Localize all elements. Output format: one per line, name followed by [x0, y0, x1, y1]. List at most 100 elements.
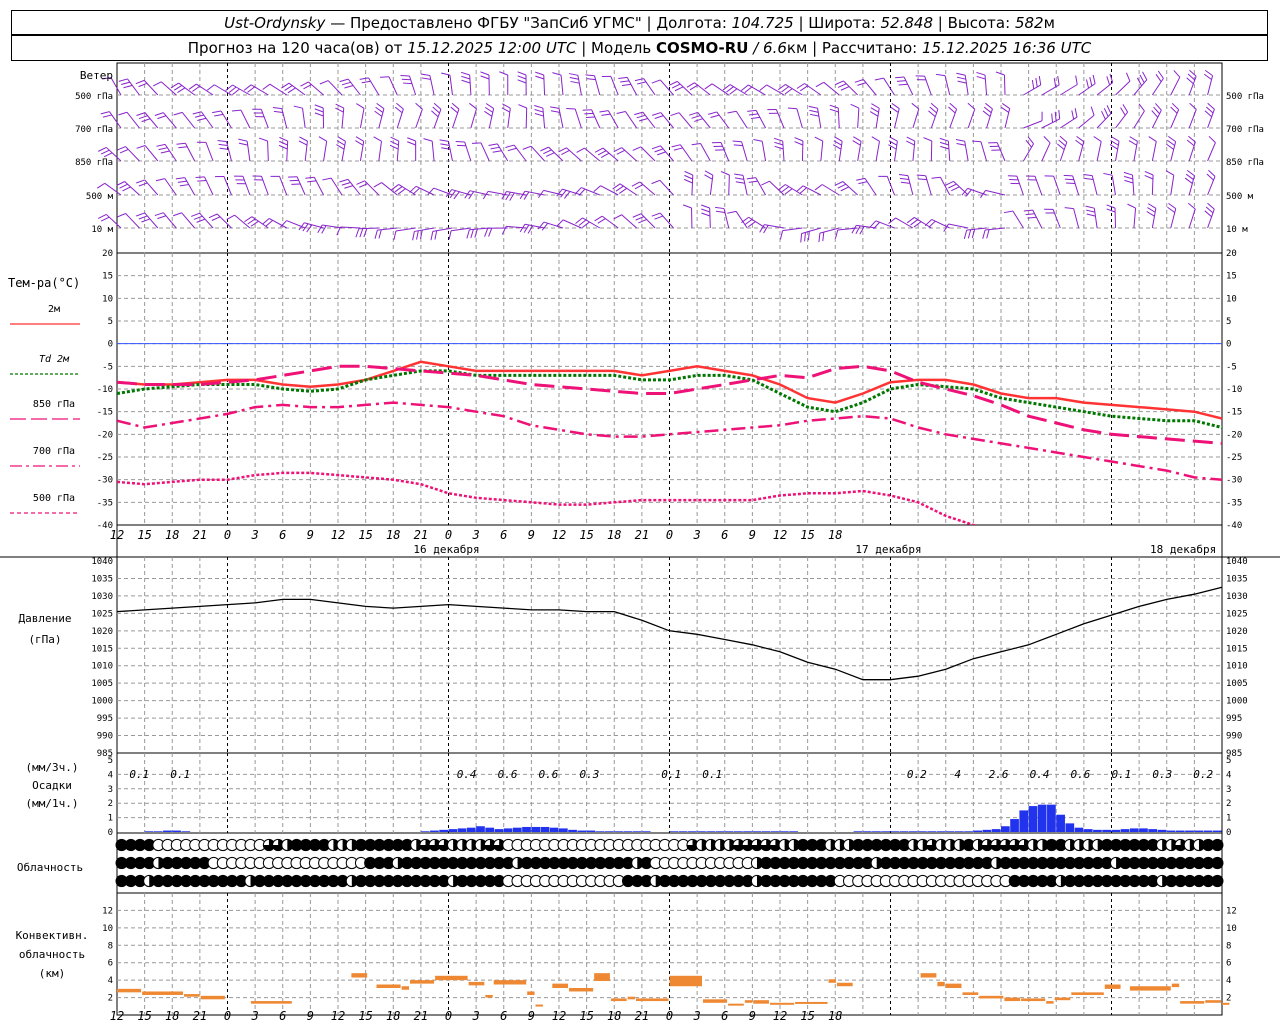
hour-tick-label: 0: [224, 528, 231, 542]
wind-barb-flag: [856, 177, 866, 181]
pressure-axis-tick-left: 1000: [91, 697, 113, 707]
hour-tick-label: 12: [110, 528, 124, 542]
wind-barb: [890, 103, 900, 129]
wind-barb: [795, 185, 822, 196]
conv-cloud-bar: [1222, 1002, 1230, 1005]
wind-barb: [217, 140, 232, 162]
wind-barb-flag: [116, 181, 125, 186]
precip-bar: [1194, 830, 1204, 832]
pressure-axis-tick-left: 1020: [91, 627, 113, 637]
wind-barb-flag: [219, 147, 229, 150]
wind-barb-shaft: [821, 184, 840, 196]
wind-barb-flag: [441, 147, 451, 150]
wind-barb-flag: [1106, 76, 1111, 86]
conv-cloud-bar: [200, 995, 225, 1000]
wind-barb-flag: [822, 232, 825, 242]
wind-barb-flag: [906, 140, 915, 146]
precip-bar: [973, 830, 983, 832]
wind-barb: [651, 179, 674, 196]
wind-barb-flag: [982, 110, 991, 117]
hour-tick-label-bottom: 6: [279, 1009, 286, 1023]
wind-barb-shaft: [1078, 114, 1095, 129]
pressure-axis-tick-left: 1030: [91, 592, 113, 602]
wind-barb: [455, 141, 472, 162]
pressure-axis-tick-left: 1035: [91, 574, 113, 584]
wind-barb-flag: [898, 174, 909, 177]
conv-cloud-bar: [702, 999, 728, 1003]
wind-barb-flag: [891, 103, 900, 109]
wind-barb-flag: [576, 147, 585, 153]
wind-barb: [355, 136, 365, 162]
wind-barb-shaft: [591, 109, 601, 129]
wind-barb-flag: [1187, 202, 1196, 210]
wind-barb-flag: [1109, 144, 1118, 150]
wind-barb-shaft: [894, 108, 900, 129]
precip-bar: [1212, 830, 1222, 832]
wind-barb-flag: [170, 82, 179, 89]
wind-barb-flag: [141, 218, 151, 223]
wind-barb-shaft: [110, 77, 122, 96]
temp-axis-tick-left: 10: [102, 294, 113, 304]
wind-barb-flag: [98, 146, 107, 152]
wind-barb-flag: [393, 230, 397, 240]
wind-barb: [270, 175, 288, 196]
wind-barb-shaft: [470, 108, 477, 129]
hour-tick-label: 9: [528, 528, 535, 542]
wind-barb: [1151, 70, 1164, 96]
wind-barb-flag: [445, 189, 453, 198]
wind-barb-shaft: [381, 182, 398, 196]
wind-barb: [1204, 202, 1215, 229]
wind-barb-flag: [394, 106, 403, 114]
wind-barb-flag: [177, 87, 186, 94]
wind-barb-flag: [100, 111, 110, 115]
wind-barb-shaft: [678, 112, 693, 129]
wind-barb: [727, 110, 748, 129]
wind-barb: [298, 136, 308, 162]
wind-barb-flag: [600, 152, 610, 158]
wind-barb-shaft: [558, 108, 564, 129]
wind-barb: [471, 142, 490, 162]
wind-barb: [1023, 111, 1043, 129]
conv-axis-tick-left: 12: [102, 906, 113, 916]
wind-barb-flag: [298, 222, 305, 231]
wind-barb: [613, 147, 638, 162]
wind-barb-shaft: [1207, 109, 1215, 129]
precip-bar: [503, 828, 513, 832]
pressure-axis-tick-right: 1035: [1226, 574, 1248, 584]
wind-barb: [208, 213, 232, 229]
wind-barb-flag: [1001, 103, 1010, 109]
wind-barb-flag: [321, 225, 327, 234]
hour-tick-label: 6: [279, 528, 286, 542]
wind-barb-flag: [704, 83, 713, 90]
wind-barb-shaft: [1188, 208, 1196, 229]
wind-barb-flag: [1208, 135, 1216, 143]
pressure-axis-tick-right: 1020: [1226, 627, 1248, 637]
wind-barb: [1025, 175, 1043, 196]
wind-barb-shaft: [735, 110, 748, 129]
wind-barb: [420, 73, 435, 96]
wind-barb-flag: [154, 112, 164, 116]
wind-barb: [708, 111, 730, 129]
wind-barb-flag: [923, 137, 932, 142]
wind-barb-flag: [543, 149, 552, 155]
wind-level-left: 500 м: [86, 192, 114, 202]
hour-tick-label: 12: [773, 528, 787, 542]
precip-amount-label: 0.6: [1071, 768, 1091, 781]
wind-barb-flag: [177, 180, 187, 183]
wind-barb: [888, 136, 898, 162]
wind-barb-flag: [1206, 173, 1214, 181]
hour-tick-label-bottom: 12: [110, 1009, 124, 1023]
conv-cloud-bar: [1021, 998, 1046, 1002]
precip-bar: [586, 830, 596, 832]
pressure-axis-tick-right: 1030: [1226, 592, 1248, 602]
wind-barb-flag: [906, 136, 916, 142]
wind-barb-flag: [949, 102, 957, 110]
wind-barb: [814, 136, 824, 162]
wind-barb-flag: [238, 138, 248, 142]
hour-tick-label: 15: [137, 528, 151, 542]
conv-cloud-bar: [527, 991, 535, 995]
conv-cloud-bar: [594, 973, 610, 982]
wind-barb: [118, 78, 140, 96]
wind-barb-flag: [192, 85, 200, 92]
wind-barb-flag: [1106, 208, 1116, 213]
